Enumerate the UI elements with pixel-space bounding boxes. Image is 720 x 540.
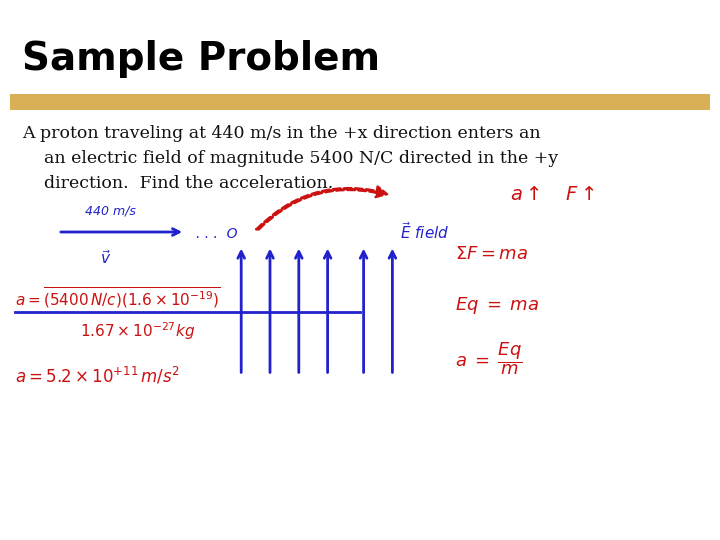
Text: $a = \overline{(5400\,N/c)(1.6 \times 10^{-19})}$: $a = \overline{(5400\,N/c)(1.6 \times 10…: [15, 285, 220, 310]
Text: $a\;=\;\dfrac{Eq}{m}$: $a\;=\;\dfrac{Eq}{m}$: [455, 340, 523, 376]
Bar: [10, 94, 710, 110]
Text: $\vec{E}$ field: $\vec{E}$ field: [400, 221, 449, 242]
Text: Sample Problem: Sample Problem: [22, 40, 380, 78]
Text: direction.  Find the acceleration.: direction. Find the acceleration.: [22, 175, 333, 192]
Text: $\Sigma F = ma$: $\Sigma F = ma$: [455, 245, 528, 263]
Text: . . .  O: . . . O: [196, 227, 238, 241]
Text: $Eq\;=\; ma$: $Eq\;=\; ma$: [455, 295, 539, 316]
Text: 440 m/s: 440 m/s: [85, 204, 136, 217]
Text: $a = 5.2 \times 10^{+11}\,m/s^2$: $a = 5.2 \times 10^{+11}\,m/s^2$: [15, 365, 180, 386]
Text: $\vec{v}$: $\vec{v}$: [100, 249, 111, 267]
Text: $1.67 \times 10^{-27} kg$: $1.67 \times 10^{-27} kg$: [80, 320, 195, 342]
FancyArrowPatch shape: [256, 186, 387, 231]
Text: A proton traveling at 440 m/s in the +x direction enters an: A proton traveling at 440 m/s in the +x …: [22, 125, 541, 142]
Text: $a\uparrow$: $a\uparrow$: [510, 186, 540, 205]
Text: $F\uparrow$: $F\uparrow$: [565, 186, 594, 205]
Text: an electric field of magnitude 5400 N/C directed in the +y: an electric field of magnitude 5400 N/C …: [22, 150, 558, 167]
